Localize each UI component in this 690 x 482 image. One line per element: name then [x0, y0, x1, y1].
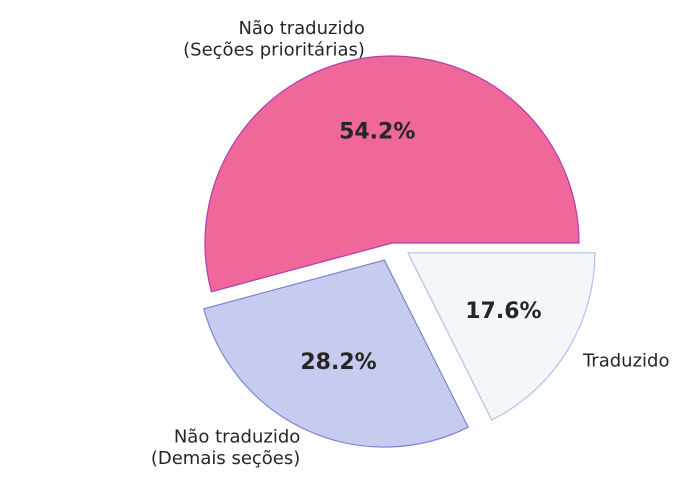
pie-slice-traduzido: [406, 252, 596, 421]
slice-label-line: Não traduzido: [238, 18, 364, 39]
slice-label-traduzido: Traduzido: [582, 350, 670, 371]
slice-label-line: (Seções prioritárias): [183, 39, 365, 60]
pie-slice-nao-traduzido-secoes-prioritarias: [204, 55, 580, 293]
slice-label-line: (Demais seções): [151, 448, 300, 469]
slice-label-nao-traduzido-secoes-prioritarias: Não traduzido (Seções prioritárias): [183, 18, 365, 61]
slice-label-line: Traduzido: [582, 350, 670, 371]
slice-label-line: Não traduzido: [174, 427, 300, 448]
pie-slice-nao-traduzido-demais-secoes: [203, 259, 470, 448]
pct-label-nao-traduzido-secoes-prioritarias: 54.2%: [339, 119, 415, 144]
pct-label-traduzido: 17.6%: [465, 299, 541, 324]
pct-label-nao-traduzido-demais-secoes: 28.2%: [300, 350, 376, 375]
slice-label-nao-traduzido-demais-secoes: Não traduzido (Demais seções): [151, 427, 300, 470]
